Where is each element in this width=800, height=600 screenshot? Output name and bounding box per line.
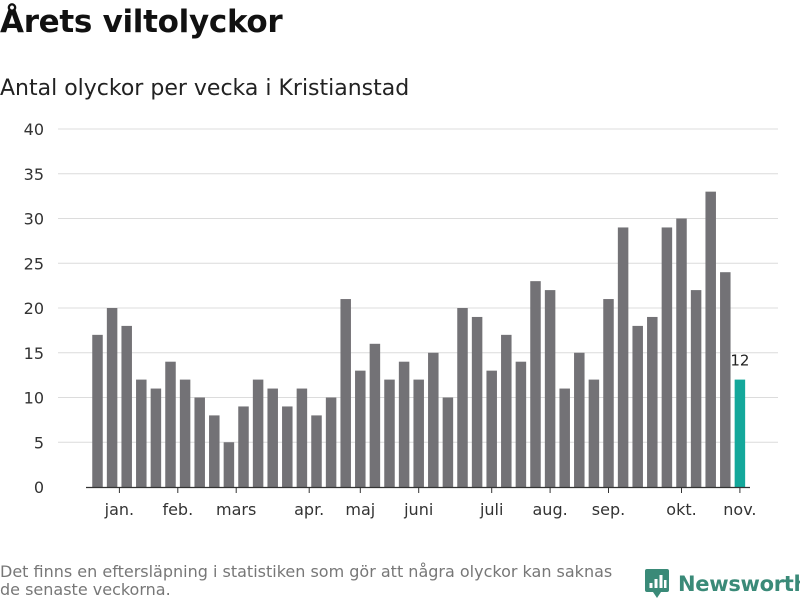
newsworthy-brand-text: Newsworthy <box>678 572 800 596</box>
x-tick-label: juni <box>403 500 433 519</box>
x-tick-label: jan. <box>104 500 134 519</box>
bar[interactable] <box>676 218 687 488</box>
grid-lines <box>58 128 778 443</box>
newsworthy-logo-icon <box>645 569 669 598</box>
bar[interactable] <box>442 397 454 488</box>
bar[interactable] <box>661 227 673 487</box>
x-tick-label: sep. <box>592 500 625 519</box>
bar[interactable] <box>325 397 337 488</box>
data-labels: 12 <box>730 352 749 370</box>
bar[interactable] <box>515 361 527 487</box>
bar[interactable] <box>574 352 585 487</box>
x-tick-label: nov. <box>723 500 756 519</box>
bars <box>92 191 746 488</box>
bar[interactable] <box>617 227 629 487</box>
chart-title: Årets viltolyckor <box>0 4 283 40</box>
y-tick-label: 5 <box>34 433 44 452</box>
bar[interactable] <box>179 379 191 487</box>
bar[interactable] <box>92 334 103 487</box>
bar[interactable] <box>690 290 702 487</box>
newsworthy-logo[interactable]: Newsworthy <box>644 568 800 600</box>
bar[interactable] <box>413 379 424 487</box>
data-label: 12 <box>730 352 749 370</box>
x-tick-label: okt. <box>666 500 696 519</box>
bar[interactable] <box>384 379 395 487</box>
bar[interactable] <box>501 334 512 487</box>
bar[interactable] <box>428 352 439 487</box>
bar[interactable] <box>136 379 147 487</box>
bar[interactable] <box>340 299 351 487</box>
x-tick-label: aug. <box>533 500 568 519</box>
x-tick-label: mars <box>216 500 256 519</box>
bar[interactable] <box>647 316 658 487</box>
y-axis-ticks: 0 5 10 15 20 25 30 35 40 <box>24 120 44 497</box>
bar[interactable] <box>705 191 716 487</box>
bar[interactable] <box>369 343 381 487</box>
bar[interactable] <box>457 308 468 487</box>
bar[interactable] <box>559 388 570 487</box>
bar[interactable] <box>121 325 132 487</box>
bar[interactable] <box>296 388 308 487</box>
bar[interactable] <box>544 290 556 487</box>
bar[interactable] <box>165 361 176 487</box>
bar[interactable] <box>267 388 278 487</box>
bar[interactable] <box>588 379 600 487</box>
bar[interactable] <box>252 379 264 487</box>
y-tick-label: 10 <box>24 389 44 408</box>
y-tick-label: 40 <box>24 120 44 139</box>
bar[interactable] <box>398 361 410 487</box>
y-tick-label: 20 <box>24 299 44 318</box>
x-tick-label: juli <box>479 500 503 519</box>
bar[interactable] <box>150 388 162 487</box>
bar-current-week[interactable] <box>734 379 746 487</box>
bar[interactable] <box>282 406 293 487</box>
y-tick-label: 35 <box>24 165 44 184</box>
bar[interactable] <box>311 415 322 487</box>
bar[interactable] <box>106 308 118 487</box>
y-tick-label: 30 <box>24 210 44 229</box>
chart-subtitle: Antal olyckor per vecka i Kristianstad <box>0 76 410 101</box>
x-axis: jan. feb. mars apr. maj juni juli aug. sep. okt. n… <box>86 486 757 519</box>
footnote: Det finns en eftersläpning i statistiken… <box>0 562 613 599</box>
y-tick-label: 15 <box>24 344 44 363</box>
y-tick-label: 0 <box>34 478 44 497</box>
x-tick-label: feb. <box>162 500 193 519</box>
bar[interactable] <box>632 325 643 487</box>
bar[interactable] <box>194 397 205 488</box>
bar[interactable] <box>486 370 497 487</box>
bar[interactable] <box>720 272 731 487</box>
bar[interactable] <box>223 442 235 487</box>
bar[interactable] <box>471 316 483 487</box>
x-tick-label: maj <box>345 500 375 519</box>
bar[interactable] <box>530 281 541 487</box>
bar[interactable] <box>209 415 220 487</box>
x-tick-label: apr. <box>294 500 324 519</box>
y-tick-label: 25 <box>24 254 44 273</box>
bar[interactable] <box>603 299 614 487</box>
bar[interactable] <box>355 370 366 487</box>
bar[interactable] <box>238 406 249 487</box>
